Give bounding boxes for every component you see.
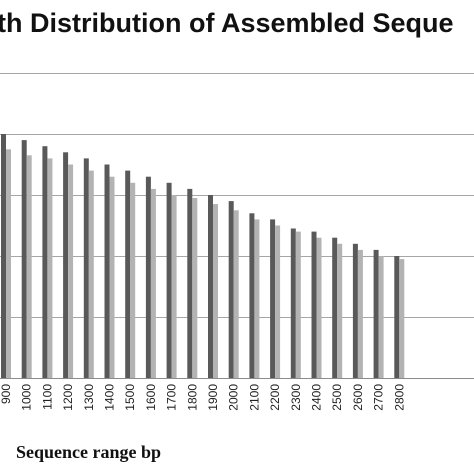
bar-1200-series-1 <box>63 152 69 378</box>
x-tick-label-2000: 2000 <box>227 384 241 411</box>
x-tick-labels: 900 1000 1100 1200 1300 1400 1500 1600 1700 1800 1… <box>0 384 406 411</box>
bar-2100-series-1 <box>249 213 255 378</box>
x-tick-label-2100: 2100 <box>247 384 261 411</box>
x-tick-label-900: 900 <box>0 384 13 404</box>
x-tick-label-2700: 2700 <box>372 384 386 411</box>
bars <box>1 134 405 379</box>
bar-2100-series-2 <box>254 219 260 378</box>
bar-2800-series-2 <box>399 259 405 378</box>
bar-2400-series-2 <box>316 237 322 378</box>
x-tick-label-2300: 2300 <box>289 384 303 411</box>
x-tick-label-1500: 1500 <box>123 384 137 411</box>
x-tick-label-1100: 1100 <box>40 384 54 410</box>
bar-1800-series-1 <box>187 188 193 378</box>
bar-1600-series-2 <box>150 188 156 378</box>
bar-1200-series-2 <box>68 164 74 378</box>
bar-2400-series-1 <box>311 231 317 378</box>
bar-1300-series-2 <box>88 170 94 378</box>
bar-1000-series-2 <box>26 155 32 378</box>
bar-2000-series-2 <box>233 210 239 379</box>
x-tick-label-1000: 1000 <box>20 384 34 411</box>
x-axis-label: Sequence range bp <box>16 442 162 462</box>
bar-1400-series-2 <box>109 176 115 378</box>
bar-1300-series-1 <box>83 158 89 378</box>
chart-title: th Distribution of Assembled Seque <box>0 8 454 38</box>
bar-1500-series-1 <box>125 170 131 378</box>
x-tick-label-1900: 1900 <box>206 384 220 411</box>
bar-1700-series-2 <box>171 195 177 378</box>
bar-2200-series-1 <box>270 219 276 378</box>
bar-1100-series-1 <box>42 146 48 378</box>
x-tick-label-2800: 2800 <box>392 384 406 411</box>
x-tick-label-1300: 1300 <box>82 384 96 411</box>
x-tick-label-2200: 2200 <box>268 384 282 411</box>
bar-1500-series-2 <box>130 182 136 378</box>
bar-1400-series-1 <box>104 164 110 378</box>
x-tick-label-1800: 1800 <box>185 384 199 411</box>
bar-1100-series-2 <box>47 158 53 378</box>
x-tick-label-1700: 1700 <box>165 384 179 411</box>
bar-1700-series-1 <box>166 182 172 378</box>
bar-2300-series-2 <box>295 231 301 378</box>
x-tick-label-1200: 1200 <box>61 384 75 411</box>
bar-2200-series-2 <box>275 225 281 378</box>
bar-2600-series-2 <box>357 249 363 378</box>
bar-1900-series-1 <box>208 195 213 378</box>
bar-2700-series-2 <box>378 256 384 378</box>
bar-2700-series-1 <box>373 249 379 378</box>
bar-1900-series-2 <box>213 204 218 378</box>
bar-1800-series-2 <box>192 198 198 378</box>
bar-2800-series-1 <box>394 256 400 378</box>
bar-2600-series-1 <box>352 243 358 378</box>
bar-2000-series-1 <box>228 201 234 378</box>
bar-2300-series-1 <box>290 228 296 378</box>
bar-1600-series-1 <box>145 176 151 378</box>
bar-2500-series-2 <box>337 243 343 378</box>
x-tick-label-1600: 1600 <box>144 384 158 411</box>
bar-2500-series-1 <box>332 237 338 378</box>
bar-900-series-2 <box>6 149 11 379</box>
x-tick-label-2400: 2400 <box>310 384 324 411</box>
bar-1000-series-1 <box>21 140 27 378</box>
x-tick-label-1400: 1400 <box>103 384 117 411</box>
x-tick-label-2600: 2600 <box>351 384 365 411</box>
x-tick-label-2500: 2500 <box>330 384 344 411</box>
bar-900-series-1 <box>1 134 6 378</box>
